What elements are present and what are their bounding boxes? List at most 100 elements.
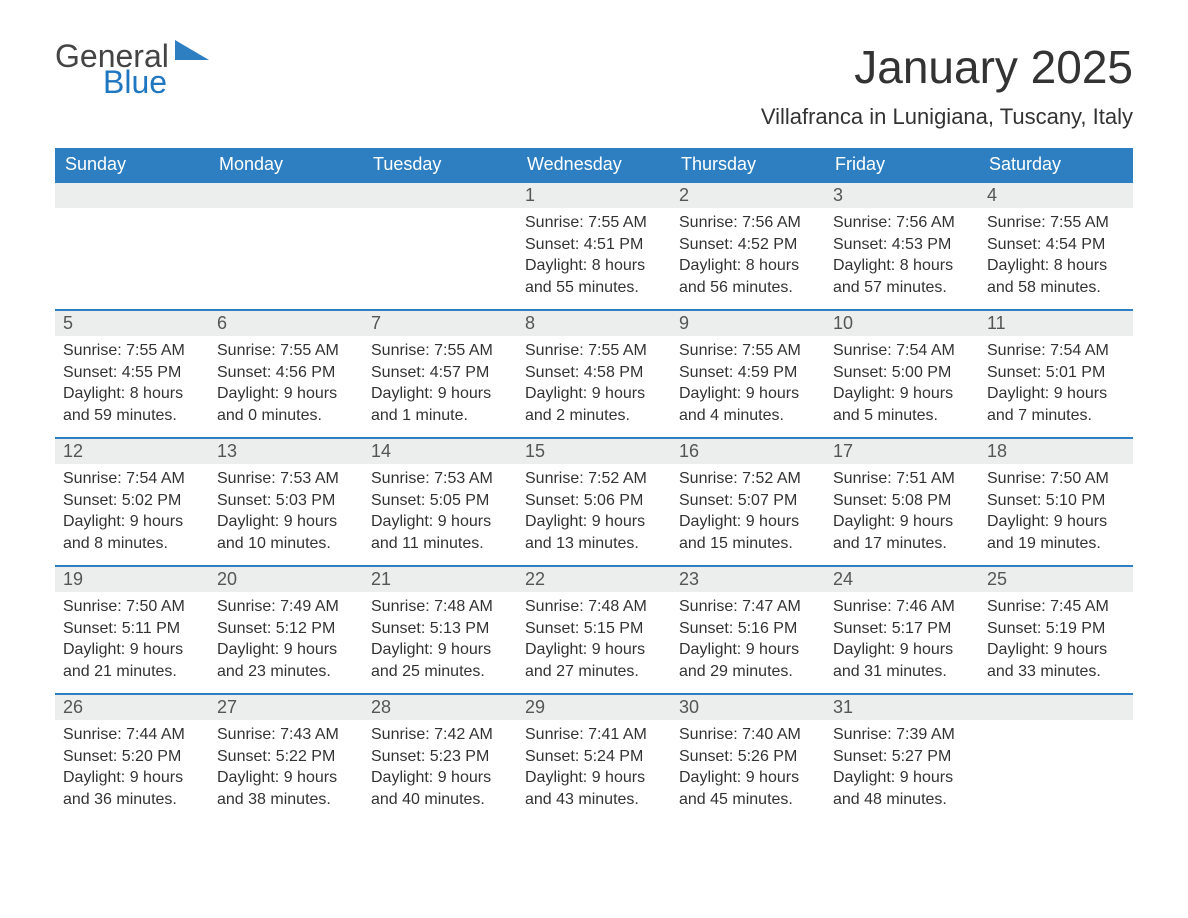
day-details: Sunrise: 7:54 AMSunset: 5:00 PMDaylight:… [825, 336, 979, 436]
day-line-d2: and 10 minutes. [217, 533, 355, 555]
day-details: Sunrise: 7:39 AMSunset: 5:27 PMDaylight:… [825, 720, 979, 820]
calendar-day-cell: 6Sunrise: 7:55 AMSunset: 4:56 PMDaylight… [209, 310, 363, 438]
day-line-ss: Sunset: 5:27 PM [833, 746, 971, 768]
day-line-d1: Daylight: 9 hours [217, 767, 355, 789]
day-line-d2: and 59 minutes. [63, 405, 201, 427]
calendar-day-cell: 9Sunrise: 7:55 AMSunset: 4:59 PMDaylight… [671, 310, 825, 438]
calendar-week-row: 26Sunrise: 7:44 AMSunset: 5:20 PMDayligh… [55, 694, 1133, 822]
day-line-ss: Sunset: 5:03 PM [217, 490, 355, 512]
day-line-sr: Sunrise: 7:55 AM [987, 212, 1125, 234]
day-line-d2: and 45 minutes. [679, 789, 817, 811]
weekday-header: Wednesday [517, 148, 671, 182]
day-details: Sunrise: 7:48 AMSunset: 5:13 PMDaylight:… [363, 592, 517, 692]
day-number [363, 183, 517, 208]
day-number: 11 [979, 311, 1133, 336]
day-number: 26 [55, 695, 209, 720]
day-number: 21 [363, 567, 517, 592]
day-number: 10 [825, 311, 979, 336]
day-details: Sunrise: 7:47 AMSunset: 5:16 PMDaylight:… [671, 592, 825, 692]
day-number: 8 [517, 311, 671, 336]
day-line-sr: Sunrise: 7:43 AM [217, 724, 355, 746]
day-details: Sunrise: 7:54 AMSunset: 5:02 PMDaylight:… [55, 464, 209, 564]
day-number: 4 [979, 183, 1133, 208]
day-details: Sunrise: 7:48 AMSunset: 5:15 PMDaylight:… [517, 592, 671, 692]
day-line-d2: and 25 minutes. [371, 661, 509, 683]
day-number: 18 [979, 439, 1133, 464]
day-number: 19 [55, 567, 209, 592]
day-line-ss: Sunset: 5:06 PM [525, 490, 663, 512]
day-line-sr: Sunrise: 7:41 AM [525, 724, 663, 746]
day-line-ss: Sunset: 4:58 PM [525, 362, 663, 384]
header: General Blue January 2025 Villafranca in… [55, 40, 1133, 140]
day-line-d2: and 31 minutes. [833, 661, 971, 683]
day-line-ss: Sunset: 4:51 PM [525, 234, 663, 256]
calendar-day-cell: 10Sunrise: 7:54 AMSunset: 5:00 PMDayligh… [825, 310, 979, 438]
day-line-ss: Sunset: 5:19 PM [987, 618, 1125, 640]
day-details [363, 208, 517, 288]
calendar-day-cell: 23Sunrise: 7:47 AMSunset: 5:16 PMDayligh… [671, 566, 825, 694]
day-number: 12 [55, 439, 209, 464]
day-details: Sunrise: 7:46 AMSunset: 5:17 PMDaylight:… [825, 592, 979, 692]
day-line-ss: Sunset: 5:07 PM [679, 490, 817, 512]
day-details: Sunrise: 7:50 AMSunset: 5:10 PMDaylight:… [979, 464, 1133, 564]
day-line-sr: Sunrise: 7:56 AM [833, 212, 971, 234]
day-line-ss: Sunset: 4:52 PM [679, 234, 817, 256]
day-line-d1: Daylight: 9 hours [833, 511, 971, 533]
calendar-day-cell: 8Sunrise: 7:55 AMSunset: 4:58 PMDaylight… [517, 310, 671, 438]
day-line-ss: Sunset: 5:02 PM [63, 490, 201, 512]
day-line-d1: Daylight: 9 hours [525, 511, 663, 533]
day-details: Sunrise: 7:49 AMSunset: 5:12 PMDaylight:… [209, 592, 363, 692]
day-line-sr: Sunrise: 7:54 AM [833, 340, 971, 362]
day-line-ss: Sunset: 5:22 PM [217, 746, 355, 768]
day-number: 31 [825, 695, 979, 720]
day-line-sr: Sunrise: 7:47 AM [679, 596, 817, 618]
day-details: Sunrise: 7:45 AMSunset: 5:19 PMDaylight:… [979, 592, 1133, 692]
day-details [55, 208, 209, 288]
day-details: Sunrise: 7:54 AMSunset: 5:01 PMDaylight:… [979, 336, 1133, 436]
day-line-ss: Sunset: 5:10 PM [987, 490, 1125, 512]
day-details: Sunrise: 7:53 AMSunset: 5:03 PMDaylight:… [209, 464, 363, 564]
day-line-sr: Sunrise: 7:49 AM [217, 596, 355, 618]
day-line-d1: Daylight: 9 hours [987, 639, 1125, 661]
day-line-ss: Sunset: 5:20 PM [63, 746, 201, 768]
day-line-d2: and 56 minutes. [679, 277, 817, 299]
day-line-ss: Sunset: 4:55 PM [63, 362, 201, 384]
day-number: 1 [517, 183, 671, 208]
day-line-d1: Daylight: 9 hours [679, 511, 817, 533]
day-line-ss: Sunset: 5:11 PM [63, 618, 201, 640]
day-line-d1: Daylight: 9 hours [987, 511, 1125, 533]
day-details: Sunrise: 7:44 AMSunset: 5:20 PMDaylight:… [55, 720, 209, 820]
day-line-d1: Daylight: 9 hours [63, 767, 201, 789]
day-line-d1: Daylight: 8 hours [63, 383, 201, 405]
day-line-d2: and 1 minute. [371, 405, 509, 427]
calendar-empty-cell [979, 694, 1133, 822]
calendar-day-cell: 30Sunrise: 7:40 AMSunset: 5:26 PMDayligh… [671, 694, 825, 822]
calendar-day-cell: 24Sunrise: 7:46 AMSunset: 5:17 PMDayligh… [825, 566, 979, 694]
day-line-d1: Daylight: 8 hours [525, 255, 663, 277]
weekday-header: Saturday [979, 148, 1133, 182]
calendar-day-cell: 28Sunrise: 7:42 AMSunset: 5:23 PMDayligh… [363, 694, 517, 822]
calendar-empty-cell [363, 182, 517, 310]
day-line-d1: Daylight: 9 hours [371, 511, 509, 533]
day-line-sr: Sunrise: 7:54 AM [63, 468, 201, 490]
day-line-d1: Daylight: 9 hours [833, 767, 971, 789]
day-details: Sunrise: 7:52 AMSunset: 5:07 PMDaylight:… [671, 464, 825, 564]
day-number: 30 [671, 695, 825, 720]
day-number: 29 [517, 695, 671, 720]
day-line-d1: Daylight: 9 hours [833, 639, 971, 661]
day-number: 5 [55, 311, 209, 336]
day-number: 3 [825, 183, 979, 208]
day-line-ss: Sunset: 5:05 PM [371, 490, 509, 512]
calendar-day-cell: 16Sunrise: 7:52 AMSunset: 5:07 PMDayligh… [671, 438, 825, 566]
location-subtitle: Villafranca in Lunigiana, Tuscany, Italy [761, 104, 1133, 130]
day-line-d2: and 48 minutes. [833, 789, 971, 811]
calendar-empty-cell [55, 182, 209, 310]
day-number: 16 [671, 439, 825, 464]
day-details: Sunrise: 7:55 AMSunset: 4:59 PMDaylight:… [671, 336, 825, 436]
day-line-sr: Sunrise: 7:44 AM [63, 724, 201, 746]
calendar-empty-cell [209, 182, 363, 310]
day-line-sr: Sunrise: 7:55 AM [371, 340, 509, 362]
calendar-day-cell: 3Sunrise: 7:56 AMSunset: 4:53 PMDaylight… [825, 182, 979, 310]
day-details: Sunrise: 7:55 AMSunset: 4:54 PMDaylight:… [979, 208, 1133, 308]
day-number: 13 [209, 439, 363, 464]
